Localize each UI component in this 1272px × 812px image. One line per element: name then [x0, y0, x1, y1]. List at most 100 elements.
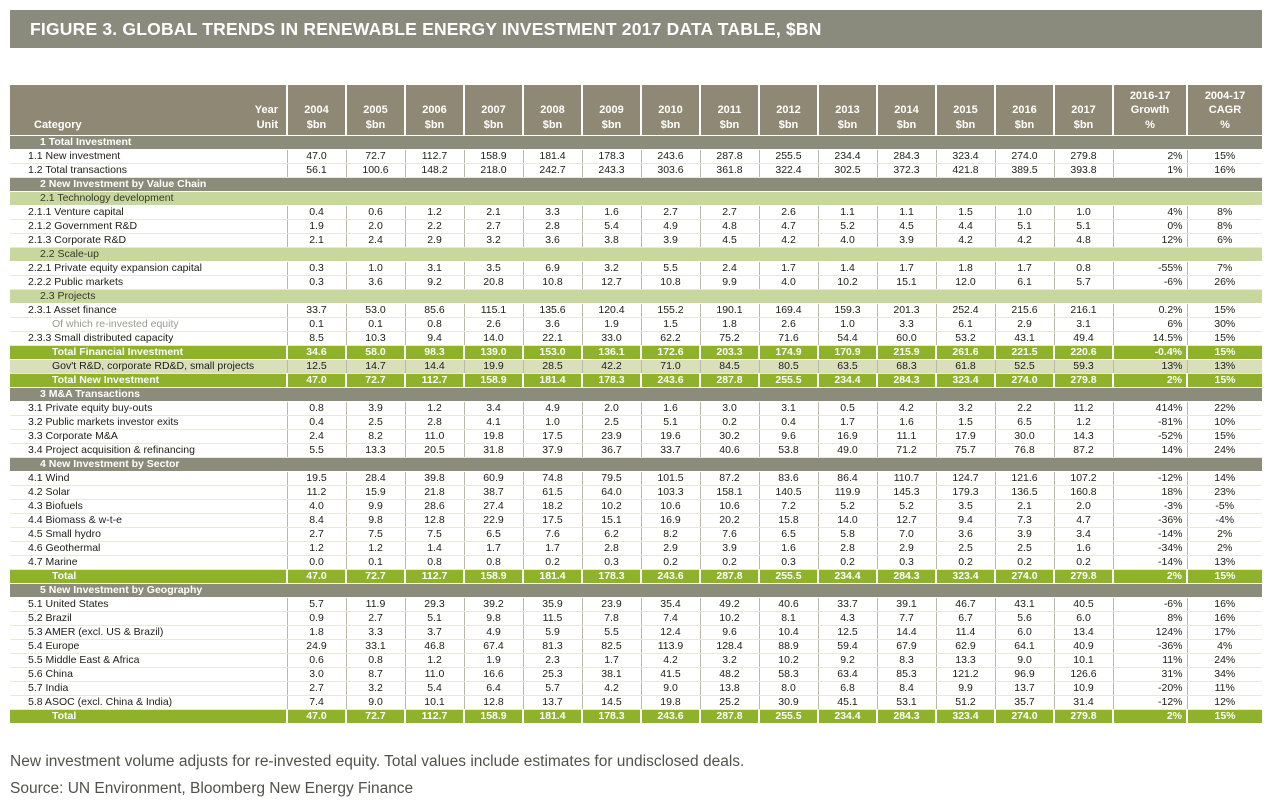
value-cell: 40.9: [1053, 639, 1113, 654]
year-header-cell: 2007 $bn: [463, 85, 523, 136]
value-cell: 39.8: [404, 471, 464, 486]
value-cell: 9.2: [817, 653, 877, 668]
value-cell: 323.4: [935, 373, 995, 388]
value-cell: 190.1: [699, 303, 759, 318]
category-cell: 4.7 Marine: [10, 555, 287, 570]
value-cell: 279.8: [1053, 373, 1113, 388]
year-header-cell: 2017 $bn: [1053, 85, 1113, 136]
value-cell: 279.8: [1053, 709, 1113, 724]
value-cell: 9.9: [345, 499, 405, 514]
cagr-cell: 15%: [1187, 709, 1262, 724]
value-cell: 234.4: [817, 709, 877, 724]
value-cell: 158.9: [463, 373, 523, 388]
value-cell: 279.8: [1053, 149, 1113, 164]
year-value: 2009: [599, 104, 624, 117]
cagr-cell: 7%: [1187, 261, 1262, 276]
value-cell: 284.3: [876, 373, 936, 388]
growth-cell: 2%: [1112, 149, 1188, 164]
value-cell: 11.2: [1053, 401, 1113, 416]
value-cell: 3.5: [935, 499, 995, 514]
value-cell: 33.7: [817, 597, 877, 612]
value-cell: 8.4: [876, 681, 936, 696]
category-cell: Of which re-invested equity: [10, 317, 287, 332]
value-cell: 274.0: [994, 709, 1054, 724]
year-label: Year: [254, 104, 278, 117]
value-cell: 47.0: [286, 149, 346, 164]
cagr-cell: 2%: [1187, 541, 1262, 556]
value-cell: 4.4: [935, 219, 995, 234]
unit-value: $bn: [306, 118, 327, 131]
value-cell: 9.0: [640, 681, 700, 696]
value-cell: 2.9: [876, 541, 936, 556]
value-cell: 14.4: [876, 625, 936, 640]
value-cell: 100.6: [345, 163, 405, 178]
category-cell: 1.2 Total transactions: [10, 163, 287, 178]
value-cell: 15.1: [876, 275, 936, 290]
value-cell: 5.1: [404, 611, 464, 626]
value-cell: 255.5: [758, 373, 818, 388]
value-cell: 40.5: [1053, 597, 1113, 612]
value-cell: 46.7: [935, 597, 995, 612]
value-cell: 62.9: [935, 639, 995, 654]
cagr-cell: 34%: [1187, 667, 1262, 682]
value-cell: 2.2: [994, 401, 1054, 416]
value-cell: 160.8: [1053, 485, 1113, 500]
value-cell: 11.9: [345, 597, 405, 612]
cagr-cell: 22%: [1187, 401, 1262, 416]
unit-value: $bn: [719, 118, 740, 131]
value-cell: 121.2: [935, 667, 995, 682]
value-cell: 0.2: [640, 555, 700, 570]
value-cell: 203.3: [699, 345, 759, 360]
section-row: 4 New Investment by Sector: [10, 457, 1262, 472]
unit-value: $bn: [1014, 118, 1035, 131]
value-cell: 4.8: [699, 219, 759, 234]
value-cell: 10.2: [581, 499, 641, 514]
value-cell: 5.5: [286, 443, 346, 458]
value-cell: 19.5: [286, 471, 346, 486]
value-cell: 27.4: [463, 499, 523, 514]
data-row: 2.1.3 Corporate R&D 2.1 2.4 2.9 3.2 3.6 3.8 3.9…: [10, 233, 1262, 248]
value-cell: 3.2: [345, 681, 405, 696]
value-cell: 1.0: [1053, 205, 1113, 220]
year-value: 2008: [540, 104, 565, 117]
value-cell: 112.7: [404, 373, 464, 388]
value-cell: 158.9: [463, 709, 523, 724]
value-cell: 2.7: [286, 681, 346, 696]
value-cell: 4.2: [640, 653, 700, 668]
value-cell: 80.5: [758, 359, 818, 374]
value-cell: 25.2: [699, 695, 759, 710]
investment-data-table: Category Year Unit 2004 $bn 2005 $bn 2006 $bn 200…: [10, 85, 1262, 724]
value-cell: 3.8: [581, 233, 641, 248]
year-header-cell: 2004 $bn: [286, 85, 346, 136]
year-value: 2005: [363, 104, 388, 117]
value-cell: 61.5: [522, 485, 582, 500]
value-cell: 48.2: [699, 667, 759, 682]
value-cell: 274.0: [994, 149, 1054, 164]
year-value: 2016: [1012, 104, 1037, 117]
value-cell: 54.4: [817, 331, 877, 346]
value-cell: 1.5: [640, 317, 700, 332]
data-row: 5.7 India 2.7 3.2 5.4 6.4 5.7 4.2 9.0 13.8 8.0 6.8…: [10, 681, 1262, 696]
value-cell: 2.9: [640, 541, 700, 556]
value-cell: 40.6: [699, 443, 759, 458]
muted-row: Of which re-invested equity 0.1 0.1 0.8 2.6 3…: [10, 317, 1262, 332]
value-cell: 38.1: [581, 667, 641, 682]
cagr-cell: 10%: [1187, 415, 1262, 430]
value-cell: 10.6: [640, 499, 700, 514]
value-cell: 49.4: [1053, 331, 1113, 346]
value-cell: 0.2: [699, 415, 759, 430]
value-cell: 101.5: [640, 471, 700, 486]
data-row: 5.4 Europe 24.9 33.1 46.8 67.4 81.3 82.5 113.9 1…: [10, 639, 1262, 654]
category-cell: 5.6 China: [10, 667, 287, 682]
unit-value: $bn: [778, 118, 799, 131]
value-cell: 20.5: [404, 443, 464, 458]
value-cell: 389.5: [994, 163, 1054, 178]
value-cell: 1.7: [758, 261, 818, 276]
data-row: 2.1.1 Venture capital 0.4 0.6 1.2 2.1 3.3 1.6 2…: [10, 205, 1262, 220]
value-cell: 9.9: [935, 681, 995, 696]
value-cell: 112.7: [404, 149, 464, 164]
value-cell: 17.9: [935, 429, 995, 444]
value-cell: 4.8: [1053, 233, 1113, 248]
value-cell: 49.0: [817, 443, 877, 458]
value-cell: 8.7: [345, 667, 405, 682]
